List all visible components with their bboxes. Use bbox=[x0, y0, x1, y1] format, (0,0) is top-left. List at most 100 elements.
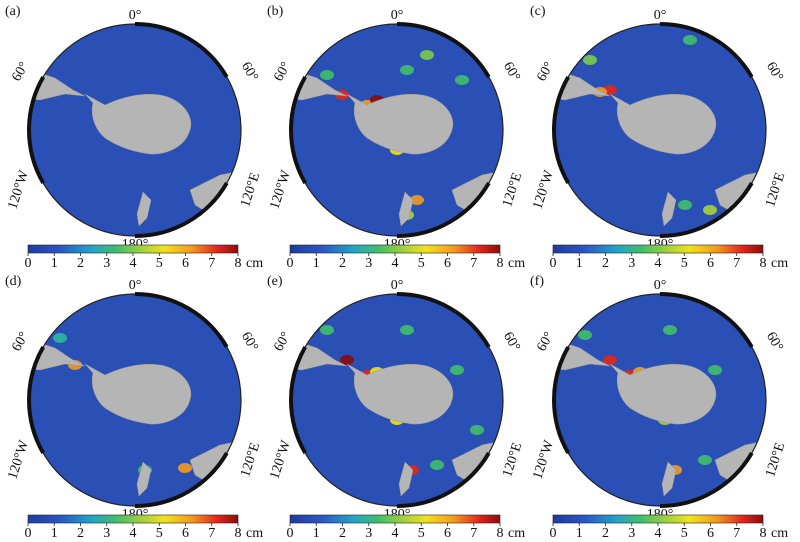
antarctica bbox=[609, 363, 717, 425]
graticule-label: 120°E bbox=[500, 441, 525, 479]
anomaly bbox=[430, 460, 444, 470]
colorbar-tick-label: 3 bbox=[628, 526, 635, 541]
panel-label: (d) bbox=[5, 274, 22, 289]
colorbar-tick-label: 3 bbox=[365, 256, 372, 271]
anomaly bbox=[178, 463, 192, 473]
frame-segment bbox=[134, 451, 229, 508]
colorbar-tick-label: 2 bbox=[602, 526, 609, 541]
colorbar-tick-label: 7 bbox=[470, 526, 477, 541]
frame-segment bbox=[289, 346, 307, 454]
colorbar-tick-label: 2 bbox=[339, 256, 346, 271]
colorbar bbox=[27, 514, 239, 524]
antarctica bbox=[346, 93, 454, 155]
anomaly bbox=[400, 325, 414, 335]
frame-segment bbox=[552, 346, 570, 454]
colorbar-unit: cm bbox=[771, 526, 788, 541]
anomaly bbox=[678, 200, 692, 210]
anomaly bbox=[450, 365, 464, 375]
colorbar-tick-label: 8 bbox=[235, 256, 242, 271]
colorbar-tick-label: 1 bbox=[576, 526, 583, 541]
graticule-label: 60° bbox=[763, 330, 786, 354]
colorbar-tick-label: 1 bbox=[313, 256, 320, 271]
colorbar-tick-label: 7 bbox=[733, 526, 740, 541]
graticule-label: 120°E bbox=[500, 171, 525, 209]
anomaly bbox=[410, 195, 424, 205]
colorbar-tick-label: 0 bbox=[287, 526, 294, 541]
panel-label: (c) bbox=[530, 4, 546, 19]
colorbar-tick-label: 7 bbox=[208, 526, 215, 541]
graticule-label: 120°W bbox=[5, 438, 32, 481]
colorbar-unit: cm bbox=[508, 256, 525, 271]
graticule-label: 60° bbox=[500, 60, 523, 84]
colorbar-tick-label: 7 bbox=[208, 256, 215, 271]
new-zealand bbox=[661, 191, 677, 227]
colorbar bbox=[289, 244, 501, 254]
anomaly bbox=[400, 65, 414, 75]
new-zealand bbox=[398, 191, 414, 227]
frame-segment bbox=[659, 292, 754, 349]
anomaly bbox=[603, 355, 617, 365]
graticule-label: 0° bbox=[654, 278, 667, 293]
frame-segment bbox=[396, 22, 491, 79]
colorbar bbox=[27, 244, 239, 254]
map-body bbox=[291, 294, 503, 506]
colorbar bbox=[289, 514, 501, 524]
colorbar-tick-label: 7 bbox=[470, 256, 477, 271]
colorbar-tick-label: 2 bbox=[77, 256, 84, 271]
anomaly bbox=[455, 75, 469, 85]
colorbar-tick-label: 6 bbox=[707, 256, 714, 271]
graticule-label: 0° bbox=[654, 8, 667, 23]
colorbar-tick-label: 4 bbox=[130, 256, 137, 271]
graticule-label: 0° bbox=[391, 8, 404, 23]
graticule-label: 60° bbox=[238, 330, 261, 354]
colorbar-tick-label: 4 bbox=[655, 256, 662, 271]
graticule-label: 120°W bbox=[530, 438, 557, 481]
colorbar-tick-label: 1 bbox=[576, 256, 583, 271]
colorbar-tick-label: 5 bbox=[418, 526, 425, 541]
graticule-label: 0° bbox=[129, 278, 142, 293]
graticule-label: 60° bbox=[9, 330, 32, 354]
anomaly bbox=[703, 205, 717, 215]
graticule-label: 120°W bbox=[267, 168, 294, 211]
panel-label: (f) bbox=[530, 274, 544, 289]
colorbar-unit: cm bbox=[771, 256, 788, 271]
frame-segment bbox=[396, 292, 491, 349]
anomaly bbox=[683, 35, 697, 45]
colorbar-tick-label: 4 bbox=[130, 526, 137, 541]
panel-label: (e) bbox=[267, 274, 283, 289]
graticule-label: 120°W bbox=[530, 168, 557, 211]
colorbar-tick-label: 5 bbox=[156, 256, 163, 271]
colorbar-tick-label: 8 bbox=[497, 526, 504, 541]
graticule-label: 120°E bbox=[238, 171, 263, 209]
frame-segment bbox=[27, 346, 45, 454]
colorbar-unit: cm bbox=[508, 526, 525, 541]
colorbar-tick-label: 4 bbox=[655, 526, 662, 541]
frame-segment bbox=[134, 181, 229, 238]
colorbar-tick-label: 0 bbox=[550, 526, 557, 541]
anomaly bbox=[420, 50, 434, 60]
graticule-label: 60° bbox=[271, 60, 294, 84]
colorbar-tick-label: 4 bbox=[392, 256, 399, 271]
frame-segment bbox=[27, 76, 45, 184]
anomaly bbox=[583, 55, 597, 65]
colorbar-tick-label: 1 bbox=[51, 526, 58, 541]
antarctica bbox=[346, 363, 454, 425]
anomaly bbox=[708, 365, 722, 375]
colorbar-tick-label: 2 bbox=[339, 526, 346, 541]
anomaly bbox=[320, 325, 334, 335]
panel-label: (b) bbox=[267, 4, 284, 19]
frame-segment bbox=[659, 451, 754, 508]
graticule-label: 60° bbox=[763, 60, 786, 84]
new-zealand bbox=[398, 461, 414, 497]
colorbar-tick-label: 8 bbox=[760, 256, 767, 271]
frame-segment bbox=[552, 76, 570, 184]
colorbar-tick-label: 7 bbox=[733, 256, 740, 271]
anomaly bbox=[320, 70, 334, 80]
graticule-label: 60° bbox=[9, 60, 32, 84]
